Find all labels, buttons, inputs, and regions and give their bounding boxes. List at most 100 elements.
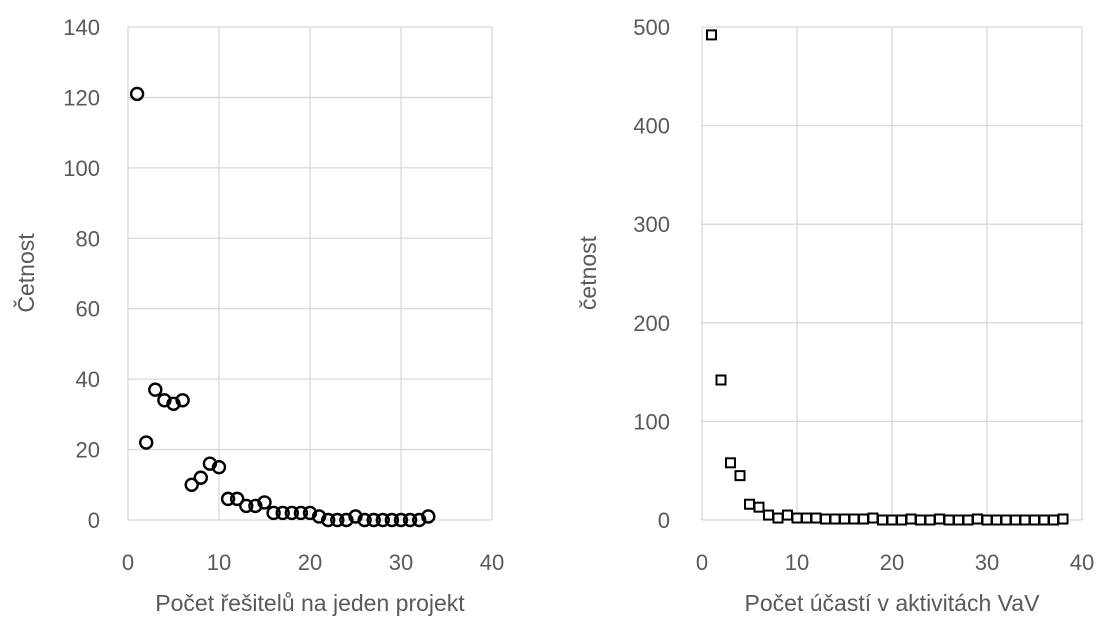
left-data-point [384, 512, 400, 528]
right-data-point [877, 514, 888, 526]
left-x-tick-label: 30 [389, 550, 413, 575]
left-y-axis-title: Četnost [12, 233, 39, 313]
left-data-point [166, 396, 181, 411]
right-data-point [829, 513, 841, 525]
right-data-point [1029, 514, 1040, 526]
right-data-point [972, 513, 983, 525]
left-data-point [239, 498, 254, 514]
left-x-axis-title: Počet řešitelů na jeden projekt [155, 590, 465, 616]
left-data-point [311, 509, 327, 524]
chart-left: 0 10 20 30 40 0 20 40 60 80 100 120 140 Počet řešitel… [12, 15, 504, 616]
left-y-tick-label: 120 [63, 85, 100, 110]
right-data-point [981, 514, 993, 526]
right-data-point [810, 512, 822, 524]
right-data-point [782, 509, 793, 521]
right-x-tick-label: 20 [880, 550, 904, 575]
left-data-point [202, 456, 218, 471]
left-data-point [375, 512, 390, 528]
left-data-point [175, 393, 190, 408]
right-data-point [715, 374, 727, 386]
right-x-tick-label: 30 [975, 550, 999, 575]
right-data-point [734, 470, 746, 482]
right-data-point [915, 514, 926, 526]
right-y-axis-title: četnost [575, 235, 601, 310]
right-data-point [1019, 514, 1031, 526]
right-y-tick-label: 400 [633, 114, 670, 139]
right-y-tick-label: 500 [633, 15, 670, 40]
left-x-tick-label: 10 [207, 550, 231, 575]
right-data-point [953, 514, 964, 526]
left-data-point [293, 505, 309, 521]
left-data-point [348, 509, 363, 524]
right-data-point [924, 514, 936, 526]
left-data-point [193, 470, 209, 485]
right-data-point [991, 514, 1002, 526]
left-data-point [266, 505, 281, 521]
left-y-tick-label: 0 [88, 508, 100, 533]
left-y-tick-label: 20 [76, 438, 100, 463]
right-data-point [1010, 514, 1021, 526]
right-data-point [886, 514, 898, 526]
right-data-point [905, 513, 917, 525]
left-data-point [402, 512, 418, 528]
left-data-point [184, 477, 199, 492]
left-data-point [284, 505, 299, 521]
left-data-point [248, 498, 263, 514]
right-y-tick-label: 200 [633, 311, 670, 336]
left-data-point [321, 512, 336, 528]
left-x-tick-label: 0 [122, 550, 134, 575]
left-data-point [275, 505, 290, 521]
right-x-tick-label: 40 [1070, 550, 1094, 575]
left-data-point [138, 435, 154, 450]
left-data-point [366, 512, 381, 528]
right-x-tick-label: 10 [785, 550, 809, 575]
left-x-tick-label: 20 [298, 550, 322, 575]
right-data-point [1000, 514, 1012, 526]
right-data-point [1048, 514, 1059, 526]
right-data-point [867, 512, 879, 524]
right-data-point [763, 509, 774, 521]
left-data-point [357, 512, 372, 528]
left-y-tick-label: 140 [63, 15, 100, 40]
left-data-point [393, 512, 409, 528]
right-data-point [962, 514, 974, 526]
right-data-point [1057, 513, 1069, 525]
left-data-point [220, 491, 236, 507]
right-data-point [820, 513, 831, 525]
right-data-point [772, 512, 784, 524]
right-data-point [706, 29, 717, 41]
right-data-point [753, 501, 765, 513]
right-y-tick-label: 0 [658, 508, 670, 533]
left-data-point [421, 509, 436, 524]
right-data-point [839, 513, 850, 525]
left-data-point [129, 86, 145, 102]
right-data-point [1038, 514, 1050, 526]
right-y-tick-label: 100 [633, 409, 670, 434]
right-y-tick-label: 300 [633, 212, 670, 237]
left-y-tick-label: 100 [63, 156, 100, 181]
left-data-point [148, 382, 163, 397]
left-y-tick-label: 80 [76, 226, 100, 251]
right-data-point [791, 512, 803, 524]
left-data-point [257, 495, 272, 510]
right-data-point [858, 513, 869, 525]
left-data-point [339, 512, 354, 528]
right-data-point [896, 514, 907, 526]
right-data-point [725, 457, 736, 469]
left-data-point [157, 393, 172, 408]
right-x-axis-title: Počet účastí v aktivitách VaV [745, 590, 1041, 616]
left-data-point [412, 512, 427, 528]
left-x-tick-label: 40 [480, 550, 504, 575]
left-data-point [302, 505, 318, 521]
right-x-tick-label: 0 [696, 550, 708, 575]
left-data-point [211, 459, 227, 475]
right-data-point [943, 514, 955, 526]
right-data-point [848, 513, 860, 525]
right-data-point [934, 513, 945, 525]
right-data-point [744, 498, 755, 510]
left-data-point [330, 512, 345, 528]
right-data-point [801, 512, 812, 524]
left-data-point [229, 491, 245, 507]
